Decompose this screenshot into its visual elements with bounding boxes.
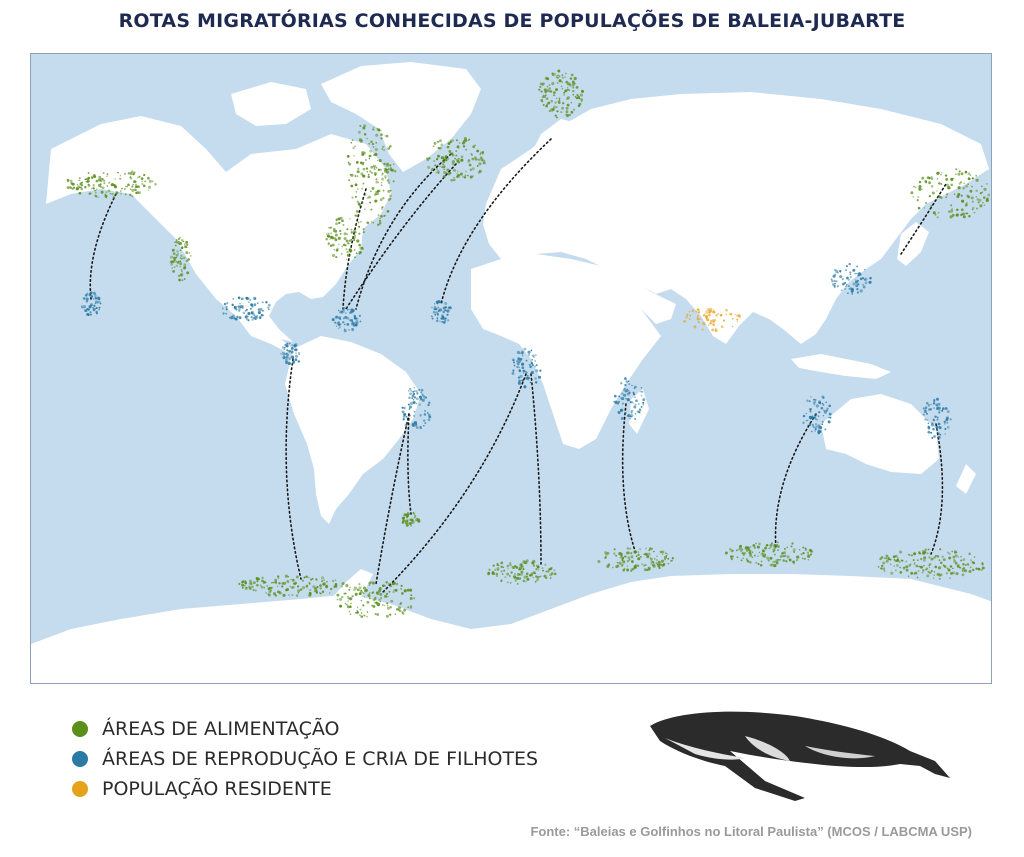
- antarctica: [31, 574, 991, 683]
- migration-route: [530, 373, 542, 565]
- legend-item-resident: POPULAÇÃO RESIDENTE: [72, 774, 538, 804]
- japan: [897, 222, 929, 266]
- migration-route: [89, 193, 117, 300]
- migration-route: [900, 183, 947, 255]
- breeding-area: [830, 262, 872, 295]
- migration-route: [285, 358, 302, 580]
- migration-route: [930, 423, 944, 555]
- migration-route: [380, 373, 527, 595]
- breeding-dot-icon: [72, 751, 88, 767]
- resident-area: [683, 307, 741, 333]
- indonesia: [791, 354, 891, 379]
- source-credit: Fonte: “Baleias e Golfinhos no Litoral P…: [530, 824, 972, 839]
- landmasses: [31, 62, 991, 683]
- migration-route: [355, 153, 452, 310]
- migration-route: [621, 403, 637, 555]
- greenland: [321, 62, 481, 172]
- central-america: [236, 316, 293, 352]
- feeding-area: [66, 170, 157, 199]
- legend-label: POPULAÇÃO RESIDENTE: [102, 778, 332, 800]
- feeding-area: [487, 559, 557, 585]
- humpback-whale-icon: [650, 711, 950, 801]
- british-isles: [497, 172, 514, 202]
- new-zealand: [956, 464, 976, 494]
- australia: [821, 394, 939, 474]
- feeding-area: [877, 548, 985, 580]
- feeding-area: [910, 168, 991, 219]
- map-title: ROTAS MIGRATÓRIAS CONHECIDAS DE POPULAÇÕ…: [118, 10, 906, 32]
- breeding-area: [613, 377, 646, 420]
- feeding-area: [425, 137, 486, 182]
- feeding-area: [336, 581, 416, 618]
- arabia: [626, 276, 676, 324]
- scandinavia: [526, 119, 581, 184]
- migration-route: [407, 413, 412, 515]
- population-areas: [66, 69, 991, 618]
- south-america: [285, 336, 421, 524]
- eurasia: [483, 92, 989, 344]
- feeding-area: [346, 124, 397, 227]
- breeding-area: [511, 347, 542, 389]
- feeding-area: [724, 541, 814, 568]
- breeding-area: [431, 300, 452, 324]
- legend-label: ÁREAS DE REPRODUÇÃO E CRIA DE FILHOTES: [102, 748, 539, 770]
- legend-label: ÁREAS DE ALIMENTAÇÃO: [102, 718, 340, 740]
- africa: [471, 254, 661, 449]
- breeding-area: [802, 395, 832, 435]
- feeding-area: [597, 547, 674, 572]
- breeding-area: [401, 387, 432, 430]
- migration-routes: [89, 138, 947, 595]
- feeding-area: [169, 237, 192, 282]
- world-map: [30, 53, 992, 684]
- migration-route: [774, 413, 817, 550]
- breeding-area: [221, 296, 271, 322]
- arctic-islands: [231, 82, 311, 126]
- migration-route: [440, 138, 552, 305]
- feeding-dot-icon: [72, 721, 88, 737]
- feeding-area: [538, 69, 584, 119]
- feeding-area: [238, 574, 345, 597]
- legend: ÁREAS DE ALIMENTAÇÃO ÁREAS DE REPRODUÇÃO…: [72, 714, 538, 804]
- breeding-area: [922, 397, 952, 439]
- feeding-area: [325, 216, 365, 261]
- breeding-area: [80, 291, 102, 316]
- legend-item-feeding: ÁREAS DE ALIMENTAÇÃO: [72, 714, 538, 744]
- world-map-svg: [31, 54, 991, 683]
- migration-route: [345, 163, 457, 310]
- feeding-area: [401, 511, 421, 527]
- resident-dot-icon: [72, 781, 88, 797]
- breeding-area: [331, 306, 362, 333]
- migration-route: [375, 413, 410, 585]
- breeding-area: [280, 342, 301, 366]
- legend-item-breeding: ÁREAS DE REPRODUÇÃO E CRIA DE FILHOTES: [72, 744, 538, 774]
